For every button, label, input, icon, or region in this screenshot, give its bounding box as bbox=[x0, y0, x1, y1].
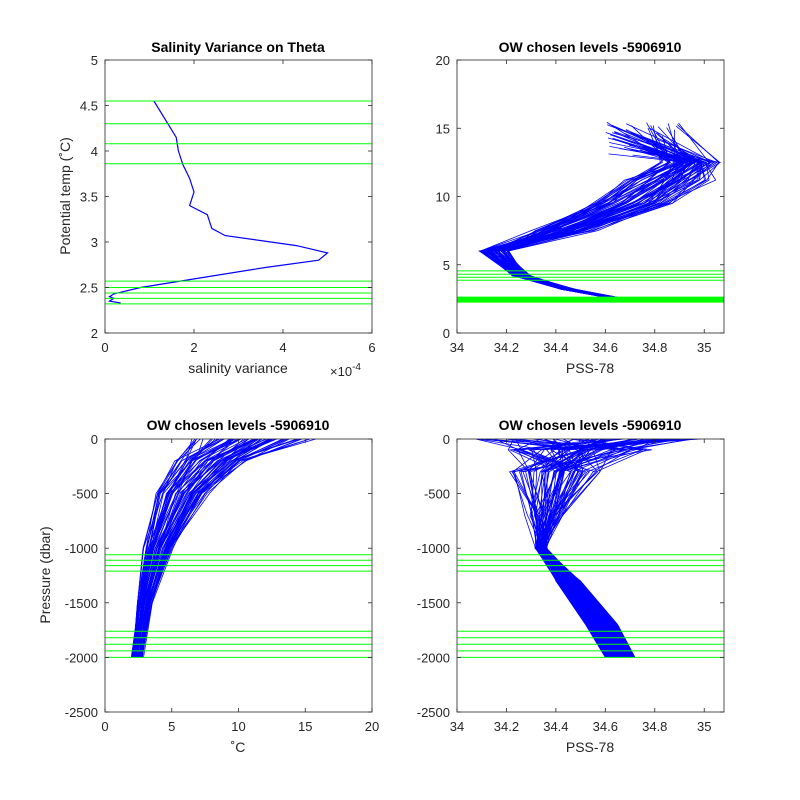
plot-area bbox=[105, 439, 372, 658]
profile-line bbox=[484, 151, 703, 302]
plot-area bbox=[105, 100, 372, 305]
y-tick-label: 0 bbox=[91, 432, 98, 447]
x-tick-label: 34 bbox=[450, 719, 464, 734]
y-tick-label: -1500 bbox=[65, 596, 98, 611]
x-tick-label: 35 bbox=[697, 340, 711, 355]
x-tick-label: 4 bbox=[279, 340, 286, 355]
y-tick-label: 4.5 bbox=[80, 99, 98, 114]
panel1-title: Salinity Variance on Theta bbox=[151, 39, 325, 55]
profile-line bbox=[479, 127, 715, 302]
plot-area bbox=[457, 122, 724, 303]
panel3-title: OW chosen levels -5906910 bbox=[147, 417, 330, 433]
y-tick-label: 20 bbox=[436, 53, 450, 68]
y-tick-label: 5 bbox=[443, 258, 450, 273]
y-tick-label: -2500 bbox=[417, 705, 450, 720]
y-tick-label: 2 bbox=[91, 326, 98, 341]
panel2-xlabel: PSS-78 bbox=[566, 360, 614, 376]
y-tick-label: -500 bbox=[72, 487, 98, 502]
y-tick-label: 3.5 bbox=[80, 190, 98, 205]
x-tick-label: 15 bbox=[298, 719, 312, 734]
x-tick-label: 6 bbox=[368, 340, 375, 355]
profile-line bbox=[539, 439, 667, 658]
profile-line bbox=[507, 142, 717, 302]
profile-line bbox=[141, 439, 287, 658]
x-tick-label: 34.4 bbox=[543, 719, 568, 734]
x-tick-label: 0 bbox=[101, 340, 108, 355]
panel2-title: OW chosen levels -5906910 bbox=[499, 39, 682, 55]
x-tick-label: 34.2 bbox=[494, 719, 519, 734]
ts-profiles-panel: OW chosen levels -5906910 PSS-78 34 34.2 3… bbox=[436, 39, 725, 376]
panel1-x-exponent: ×10-4 bbox=[330, 362, 361, 379]
y-tick-label: -1500 bbox=[417, 596, 450, 611]
temperature-pressure-panel: OW chosen levels -5906910 ˚C Pressure (d… bbox=[37, 417, 379, 755]
axes-box bbox=[456, 438, 725, 713]
x-tick-label: 2 bbox=[190, 340, 197, 355]
y-tick-label: -2000 bbox=[65, 650, 98, 665]
y-tick-label: -2000 bbox=[417, 650, 450, 665]
variance-line bbox=[107, 100, 329, 304]
x-tick-label: 34.8 bbox=[642, 340, 667, 355]
x-tick-label: 20 bbox=[365, 719, 379, 734]
panel4-xlabel: PSS-78 bbox=[566, 739, 614, 755]
x-tick-label: 5 bbox=[168, 719, 175, 734]
profile-line bbox=[141, 439, 290, 658]
y-tick-label: 0 bbox=[443, 432, 450, 447]
profile-line bbox=[141, 439, 310, 658]
panel3-xlabel: ˚C bbox=[231, 739, 246, 755]
x-tick-label: 34.6 bbox=[593, 340, 618, 355]
x-tick-label: 35 bbox=[697, 719, 711, 734]
y-tick-label: 4 bbox=[91, 144, 98, 159]
salinity-variance-panel: Salinity Variance on Theta salinity vari… bbox=[57, 39, 376, 379]
profile-line bbox=[132, 439, 218, 658]
y-tick-label: 0 bbox=[443, 326, 450, 341]
y-tick-label: -1000 bbox=[65, 541, 98, 556]
y-tick-label: -500 bbox=[424, 487, 450, 502]
panel3-ylabel: Pressure (dbar) bbox=[37, 526, 53, 623]
x-tick-label: 34.6 bbox=[593, 719, 618, 734]
profile-line bbox=[143, 439, 301, 658]
x-tick-label: 0 bbox=[101, 719, 108, 734]
x-tick-label: 34 bbox=[450, 340, 464, 355]
profile-line bbox=[138, 439, 258, 658]
panel1-xlabel: salinity variance bbox=[188, 360, 288, 376]
x-tick-label: 34.2 bbox=[494, 340, 519, 355]
x-tick-label: 34.8 bbox=[642, 719, 667, 734]
salinity-pressure-panel: OW chosen levels -5906910 PSS-78 34 34.2 3… bbox=[417, 417, 725, 755]
x-tick-label: 34.4 bbox=[543, 340, 568, 355]
y-tick-label: 15 bbox=[436, 121, 450, 136]
y-tick-label: -2500 bbox=[65, 705, 98, 720]
plot-area bbox=[457, 439, 724, 658]
y-tick-label: 3 bbox=[91, 235, 98, 250]
y-tick-label: -1000 bbox=[417, 541, 450, 556]
panel1-ylabel: Potential temp (˚C) bbox=[57, 137, 73, 254]
x-tick-label: 10 bbox=[231, 719, 245, 734]
y-tick-label: 10 bbox=[436, 190, 450, 205]
y-tick-label: 2.5 bbox=[80, 281, 98, 296]
y-tick-label: 5 bbox=[91, 53, 98, 68]
panel4-title: OW chosen levels -5906910 bbox=[499, 417, 682, 433]
